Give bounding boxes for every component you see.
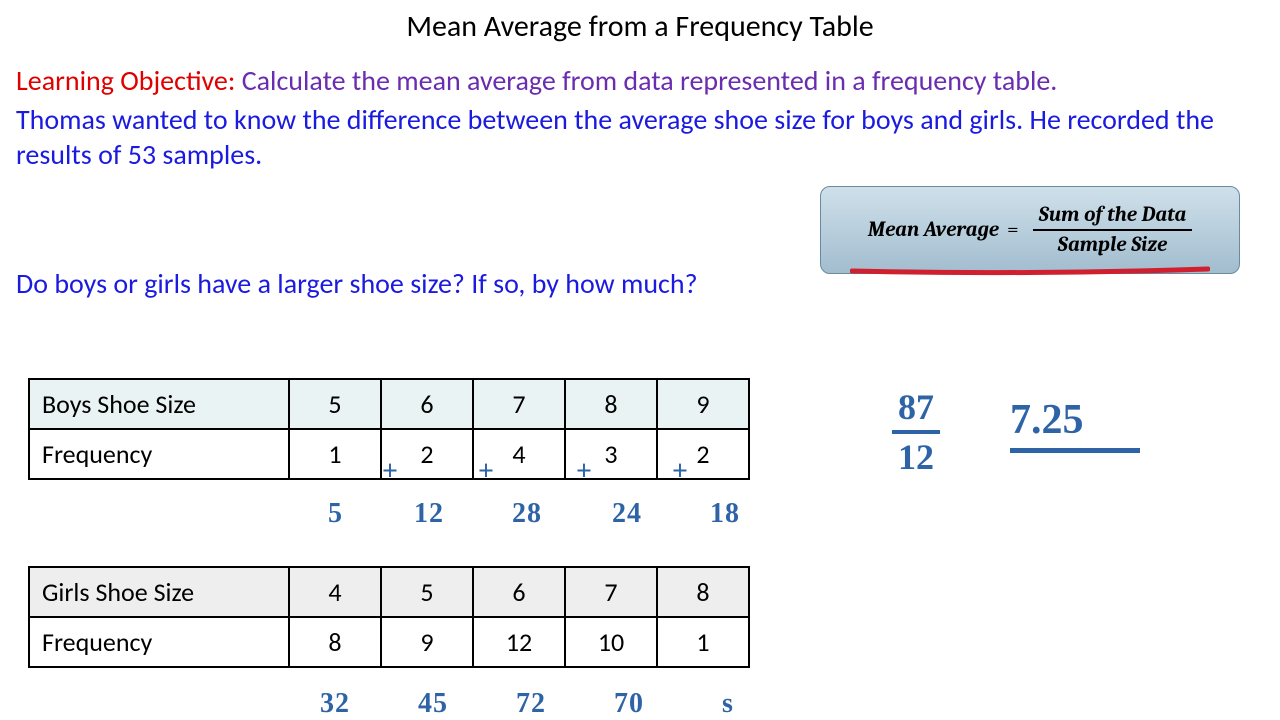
boys-freq-label: Frequency [29,429,289,479]
objective-label: Learning Objective: [16,63,235,98]
boys-size-cell: 5 [289,379,381,429]
boys-size-cell: 6 [381,379,473,429]
girls-table-container: Girls Shoe Size 4 5 6 7 8 Frequency 8 9 … [28,566,750,668]
girls-freq-cell: 8 [289,617,381,667]
table-row: Frequency 8 9 12 10 1 [29,617,749,667]
computed-result: 7.25 [1010,396,1084,444]
result-underline [1010,448,1140,453]
computed-numerator: 87 [892,386,940,434]
boys-product: 28 [512,498,542,530]
girls-table: Girls Shoe Size 4 5 6 7 8 Frequency 8 9 … [28,566,750,668]
girls-product: 45 [418,688,448,720]
handwritten-plus: + [478,456,494,488]
boys-product: 18 [710,498,740,530]
formula-numerator: Sum of the Data [1033,203,1193,231]
girls-size-cell: 6 [473,567,565,617]
girls-freq-cell: 1 [657,617,749,667]
boys-product: 12 [414,498,444,530]
girls-product: 32 [320,688,350,720]
boys-product: 24 [612,498,642,530]
boys-size-cell: 7 [473,379,565,429]
handwritten-plus: + [672,456,688,488]
learning-objective: Learning Objective: Calculate the mean a… [0,45,1280,102]
girls-freq-cell: 10 [565,617,657,667]
girls-size-cell: 4 [289,567,381,617]
girls-freq-label: Frequency [29,617,289,667]
girls-size-cell: 8 [657,567,749,617]
objective-text: Calculate the mean average from data rep… [235,63,1057,98]
computed-fraction: 87 12 [892,386,940,478]
boys-product: 5 [328,498,343,530]
formula-equals: = [1007,218,1019,242]
computed-denominator: 12 [892,434,940,478]
girls-header-label: Girls Shoe Size [29,567,289,617]
table-row: Girls Shoe Size 4 5 6 7 8 [29,567,749,617]
girls-freq-cell: 9 [381,617,473,667]
boys-freq-cell: 2 [657,429,749,479]
boys-size-cell: 8 [565,379,657,429]
girls-product: 70 [614,688,644,720]
formula-box: Mean Average = Sum of the Data Sample Si… [820,186,1240,274]
table-row: Boys Shoe Size 5 6 7 8 9 [29,379,749,429]
handwritten-plus: + [576,456,592,488]
problem-statement: Thomas wanted to know the difference bet… [0,102,1280,172]
girls-product: 72 [516,688,546,720]
formula-underline [850,262,1210,272]
handwritten-plus: + [382,456,398,488]
girls-freq-cell: 12 [473,617,565,667]
formula-denominator: Sample Size [1052,231,1174,257]
girls-size-cell: 7 [565,567,657,617]
girls-product: s [722,688,734,720]
formula-fraction: Sum of the Data Sample Size [1033,203,1193,257]
page-title: Mean Average from a Frequency Table [0,0,1280,45]
boys-freq-cell: 1 [289,429,381,479]
girls-size-cell: 5 [381,567,473,617]
formula-lhs: Mean Average [868,218,999,242]
boys-size-cell: 9 [657,379,749,429]
boys-header-label: Boys Shoe Size [29,379,289,429]
